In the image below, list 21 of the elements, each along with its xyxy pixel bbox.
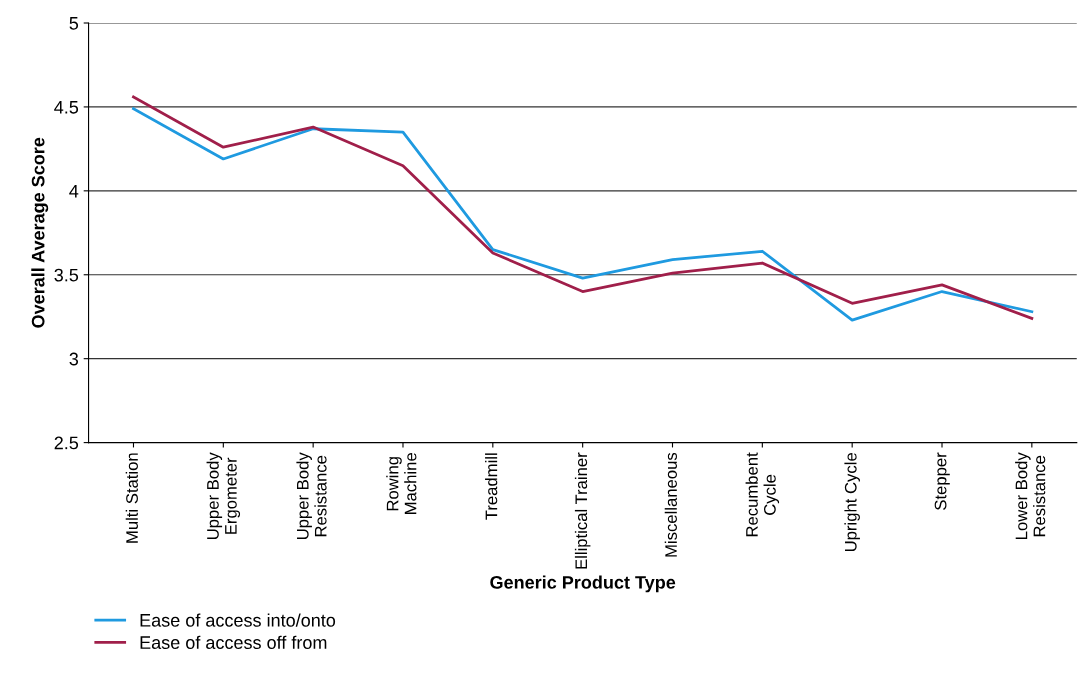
x-tick-label: Upright Cycle bbox=[844, 453, 860, 552]
x-tick-label: Upper Body Resistance bbox=[296, 452, 327, 540]
y-tick-label: 2.5 bbox=[54, 436, 79, 450]
x-axis-title: Generic Product Type bbox=[490, 575, 676, 593]
x-tick-label: Stepper bbox=[934, 452, 950, 510]
y-tick-label: 5 bbox=[69, 17, 79, 30]
y-tick-label: 3 bbox=[69, 352, 79, 366]
x-tick-label: Elliptical Trainer bbox=[574, 452, 591, 569]
x-tick-label: Multi Station bbox=[125, 453, 138, 543]
x-tick-label: Upper Body Ergometer bbox=[206, 452, 241, 540]
legend-label: Ease of access into/onto bbox=[140, 613, 336, 627]
y-axis-title: Overall Average Score bbox=[31, 137, 49, 328]
y-tick-label: 4.5 bbox=[54, 101, 79, 114]
y-tick-label: 4 bbox=[69, 184, 79, 198]
y-tick-label: 3.5 bbox=[54, 268, 79, 282]
legend-label: Ease of access off from bbox=[140, 635, 327, 649]
x-tick-label: Recumbent Cycle bbox=[745, 452, 780, 537]
x-tick-label: Treadmill bbox=[485, 453, 498, 520]
x-tick-label: Miscellaneous bbox=[664, 452, 677, 557]
x-tick-label: Rowing Machine bbox=[386, 453, 417, 514]
x-tick-label: Lower Body Resistance bbox=[1015, 452, 1046, 539]
